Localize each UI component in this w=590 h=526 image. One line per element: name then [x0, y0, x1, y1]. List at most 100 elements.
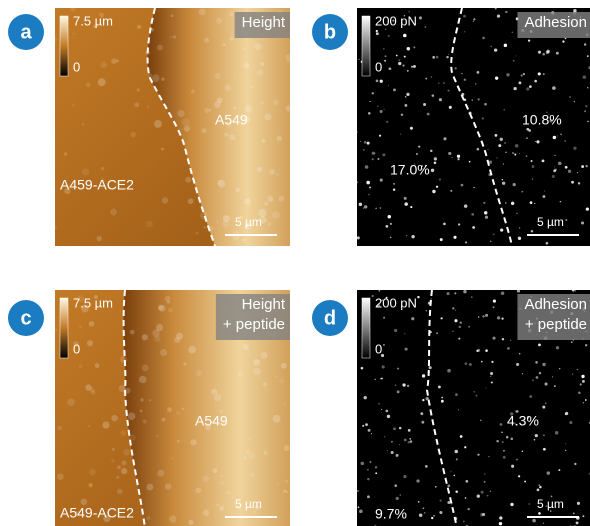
speck — [408, 11, 410, 13]
speck — [484, 473, 486, 475]
texture — [57, 473, 64, 481]
speck — [530, 159, 533, 162]
texture — [138, 375, 147, 384]
texture — [260, 351, 268, 359]
texture — [275, 375, 278, 378]
speck — [393, 88, 396, 92]
speck — [534, 202, 536, 205]
speck — [421, 420, 425, 424]
cell-region — [147, 8, 290, 246]
speck — [501, 179, 504, 181]
speck — [473, 186, 475, 189]
speck — [475, 83, 477, 85]
speck — [458, 337, 461, 340]
colorbar — [59, 297, 69, 359]
speck — [512, 59, 515, 62]
speck — [550, 510, 552, 512]
speck — [411, 65, 414, 68]
texture — [262, 382, 268, 387]
speck — [395, 54, 398, 57]
speck — [468, 160, 471, 163]
speck — [379, 79, 383, 83]
speck — [407, 440, 411, 444]
speck — [432, 56, 435, 59]
texture — [142, 419, 147, 424]
speck — [477, 348, 481, 352]
speck — [515, 410, 519, 413]
texture — [74, 510, 81, 517]
scale-bar-label: 5 µm — [537, 497, 564, 511]
speck — [564, 37, 567, 40]
speck — [572, 512, 575, 515]
region-label: A549 — [195, 413, 228, 429]
speck — [454, 292, 457, 295]
speck — [371, 92, 374, 95]
speck — [498, 521, 503, 526]
speck — [552, 135, 557, 140]
texture — [159, 349, 167, 357]
speck — [403, 33, 407, 38]
speck — [494, 7, 497, 10]
speck — [400, 113, 404, 116]
speck — [433, 161, 437, 165]
speck — [575, 521, 579, 525]
speck — [452, 330, 454, 332]
speck — [507, 346, 510, 350]
speck — [435, 185, 439, 188]
speck — [385, 225, 389, 228]
panel-letter: a — [20, 21, 32, 43]
texture — [83, 19, 86, 22]
speck — [459, 435, 463, 438]
texture — [254, 504, 261, 511]
texture — [94, 363, 100, 368]
panel: 7.5 µm 0 Height A459-ACE2 A549 5 µm — [53, 5, 293, 247]
speck — [492, 336, 496, 340]
texture — [173, 337, 181, 344]
speck — [426, 112, 430, 116]
speck — [385, 28, 387, 30]
texture — [57, 425, 63, 431]
speck — [579, 383, 582, 386]
texture — [115, 475, 120, 480]
speck — [503, 141, 507, 145]
texture — [79, 325, 83, 329]
speck — [502, 449, 505, 452]
speck — [381, 377, 384, 380]
speck — [458, 223, 461, 226]
adhesion-image — [357, 8, 590, 246]
speck — [587, 87, 589, 89]
texture — [111, 458, 115, 463]
speck — [515, 144, 519, 148]
speck — [511, 464, 515, 468]
texture — [202, 509, 210, 517]
speck — [571, 180, 574, 184]
texture — [204, 37, 210, 43]
speck — [406, 46, 411, 51]
speck — [516, 212, 518, 215]
speck — [360, 366, 364, 370]
texture — [276, 173, 280, 177]
texture — [205, 424, 211, 431]
texture — [283, 489, 287, 493]
texture — [167, 407, 172, 413]
speck — [581, 374, 585, 379]
texture — [169, 35, 173, 39]
speck — [403, 15, 406, 17]
speck — [472, 226, 475, 229]
speck — [538, 512, 541, 515]
speck — [391, 441, 393, 443]
texture — [171, 457, 174, 460]
speck — [469, 363, 472, 366]
speck — [477, 316, 480, 318]
texture — [55, 328, 58, 331]
speck — [582, 75, 587, 79]
speck — [564, 165, 568, 169]
mode-label: Adhesion — [524, 296, 587, 313]
texture — [100, 166, 105, 171]
texture — [269, 168, 275, 175]
speck — [499, 516, 503, 520]
speck — [546, 111, 548, 113]
speck — [378, 289, 381, 292]
mode-box — [234, 12, 290, 38]
speck — [535, 361, 538, 364]
